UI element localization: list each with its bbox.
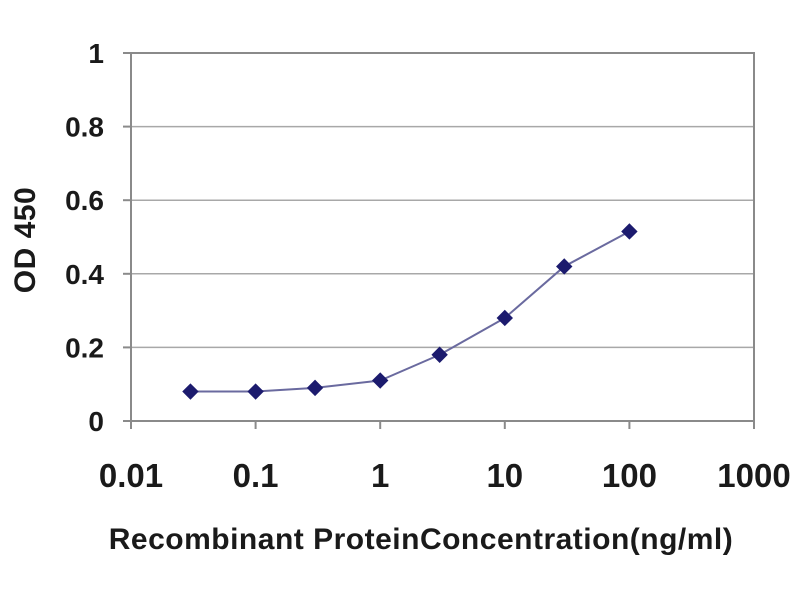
- data-point-marker: [182, 383, 199, 400]
- data-point-marker: [496, 309, 514, 327]
- x-tick-label: 1000: [717, 457, 790, 494]
- data-point-marker: [556, 258, 573, 275]
- x-tick-label: 0.01: [99, 457, 163, 494]
- series-line: [190, 230, 630, 393]
- y-tick-label: 0.2: [65, 332, 104, 363]
- y-tick-label: 1: [88, 38, 104, 69]
- data-point-marker: [431, 346, 448, 363]
- data-point-marker: [306, 379, 324, 397]
- data-point-marker: [621, 223, 638, 240]
- x-axis-title: Recombinant ProteinConcentration(ng/ml): [108, 523, 734, 556]
- y-tick-label: 0.4: [65, 259, 104, 290]
- y-tick-label: 0.6: [65, 185, 104, 216]
- data-point-marker: [371, 372, 389, 389]
- x-tick-label: 100: [602, 457, 657, 494]
- plot-border: [130, 52, 755, 422]
- y-axis-title: OD 450: [9, 186, 42, 294]
- y-tick-label: 0: [88, 406, 104, 437]
- x-tick-label: 1: [371, 457, 389, 494]
- x-tick-label: 0.1: [233, 457, 279, 494]
- x-tick-label: 10: [486, 457, 523, 494]
- data-point-marker: [247, 383, 264, 400]
- y-tick-label: 0.8: [65, 112, 104, 143]
